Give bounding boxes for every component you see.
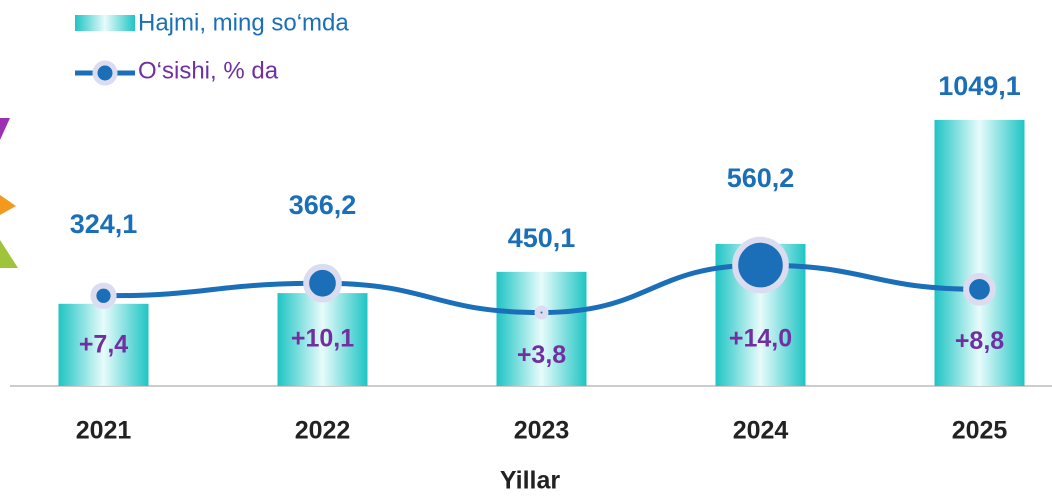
growth-marker	[90, 282, 117, 309]
x-tick-label: 2024	[733, 417, 789, 445]
x-tick-label: 2025	[952, 417, 1008, 445]
growth-value-label: +8,8	[955, 327, 1004, 355]
growth-value-label: +3,8	[517, 341, 566, 369]
growth-marker	[963, 272, 996, 306]
x-tick-label: 2021	[76, 417, 132, 445]
bar-value-label: 324,1	[70, 209, 138, 239]
growth-value-label: +10,1	[291, 325, 354, 353]
bar	[496, 271, 587, 386]
bar-value-label: 560,2	[727, 163, 795, 193]
x-tick-label: 2022	[295, 417, 351, 445]
legend-swatch	[92, 60, 118, 86]
bar-value-label: 1049,1	[938, 71, 1021, 101]
legend-swatch	[75, 15, 135, 31]
legend-label: Hajmi, ming so‘mda	[138, 9, 349, 36]
growth-marker	[303, 263, 342, 303]
bar	[277, 293, 368, 386]
decoration	[0, 118, 18, 268]
bar-value-label: 366,2	[289, 190, 357, 220]
x-tick-label: 2023	[514, 417, 570, 445]
bar	[934, 119, 1025, 386]
growth-value-label: +14,0	[729, 325, 792, 353]
growth-marker	[534, 305, 549, 320]
bar	[58, 303, 149, 386]
x-axis-label: Yillar	[500, 467, 560, 495]
legend-label: O‘sishi, % da	[138, 57, 279, 84]
bar-value-label: 450,1	[508, 223, 576, 253]
growth-value-label: +7,4	[79, 331, 128, 359]
growth-marker	[732, 236, 789, 294]
